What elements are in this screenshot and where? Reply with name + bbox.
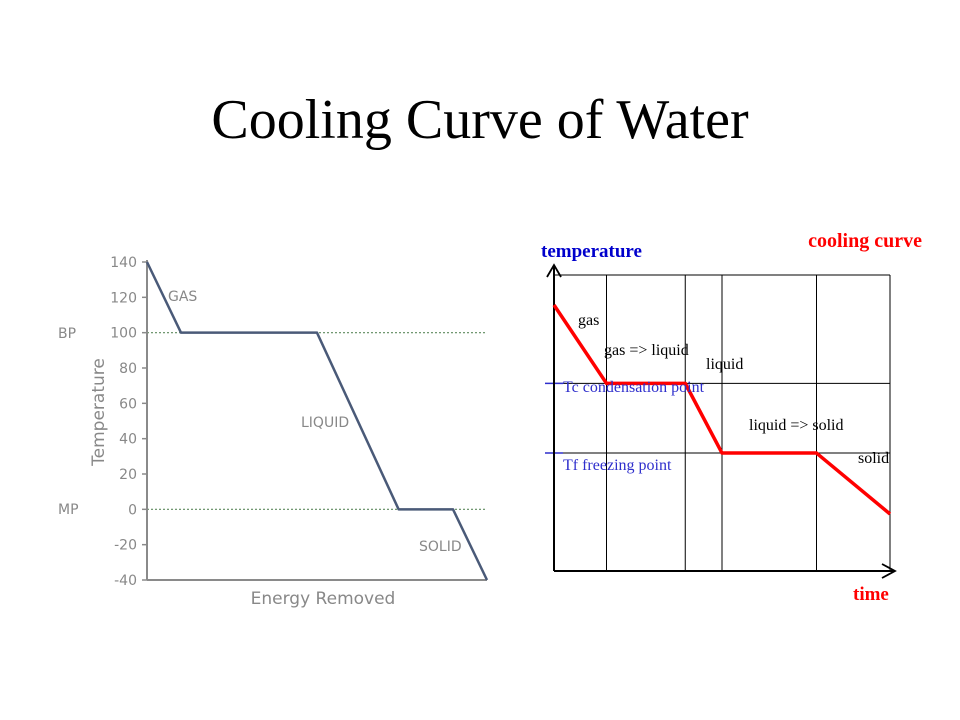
y-tick-label: 100 (110, 326, 137, 342)
series-line (552, 304, 892, 516)
gas-annotation: GAS (168, 289, 197, 305)
series-line (145, 261, 489, 581)
slide-title: Cooling Curve of Water (211, 89, 749, 151)
left-cooling-curve-chart: 140 120 100 80 60 40 20 0 -20 -40 Temperature Ene… (58, 255, 489, 609)
y-tick-label: 0 (128, 502, 137, 518)
bp-ref-label: BP (58, 326, 76, 342)
chart-title: cooling curve (808, 230, 922, 252)
y-tick-label: 140 (110, 255, 137, 271)
y-tick-label: 80 (119, 361, 137, 377)
y-tick-label: -20 (114, 538, 137, 554)
liquid-solid-annotation: liquid => solid (749, 417, 844, 434)
tf-ref-label: Tf freezing point (563, 457, 672, 474)
gas-annotation: gas (578, 312, 599, 329)
x-axis-label: time (853, 584, 889, 605)
x-axis-label: Energy Removed (251, 589, 396, 609)
y-tick-label: 60 (119, 396, 137, 412)
solid-annotation: solid (858, 450, 889, 467)
y-axis-label: temperature (541, 241, 642, 262)
right-cooling-curve-chart: cooling curve temperature time Tc conden… (541, 230, 922, 605)
y-tick-label: -40 (114, 573, 137, 589)
mp-ref-label: MP (58, 502, 79, 518)
liquid-annotation: liquid (706, 356, 743, 373)
liquid-annotation: LIQUID (301, 415, 349, 431)
y-axis-arrow (546, 263, 562, 278)
gas-liquid-annotation: gas => liquid (604, 342, 689, 359)
y-tick-label: 40 (119, 432, 137, 448)
tc-ref-label: Tc condensation point (563, 379, 705, 396)
y-axis-label: Temperature (89, 358, 109, 467)
solid-annotation: SOLID (419, 539, 462, 555)
y-tick-label: 20 (119, 467, 137, 483)
x-axis-arrow (881, 563, 897, 579)
y-tick-label: 120 (110, 290, 137, 306)
